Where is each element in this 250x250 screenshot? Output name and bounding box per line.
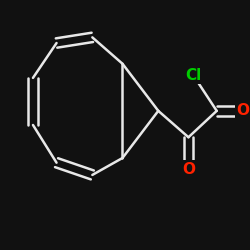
Text: O: O: [236, 103, 250, 118]
Text: Cl: Cl: [185, 68, 201, 82]
Text: O: O: [182, 162, 195, 177]
